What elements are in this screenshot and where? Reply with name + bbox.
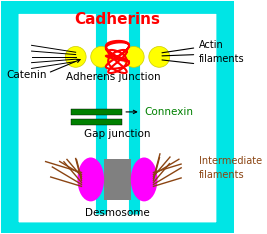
Text: Catenin: Catenin xyxy=(6,70,46,80)
Text: Gap junction: Gap junction xyxy=(84,129,151,139)
Bar xyxy=(71,109,122,115)
Text: Actin: Actin xyxy=(199,40,223,50)
Text: Connexin: Connexin xyxy=(144,107,193,117)
Ellipse shape xyxy=(77,157,104,201)
Text: filaments: filaments xyxy=(199,54,244,64)
Text: Cadherins: Cadherins xyxy=(74,12,160,27)
Text: filaments: filaments xyxy=(199,170,244,180)
Ellipse shape xyxy=(123,47,144,67)
Ellipse shape xyxy=(91,47,112,67)
Text: Intermediate: Intermediate xyxy=(199,156,262,166)
Text: Desmosome: Desmosome xyxy=(85,208,150,218)
Bar xyxy=(71,119,122,125)
Bar xyxy=(104,159,131,200)
Ellipse shape xyxy=(131,157,158,201)
Ellipse shape xyxy=(65,47,86,67)
Text: Adherens junction: Adherens junction xyxy=(65,72,160,81)
Ellipse shape xyxy=(149,47,170,67)
FancyBboxPatch shape xyxy=(6,1,229,234)
